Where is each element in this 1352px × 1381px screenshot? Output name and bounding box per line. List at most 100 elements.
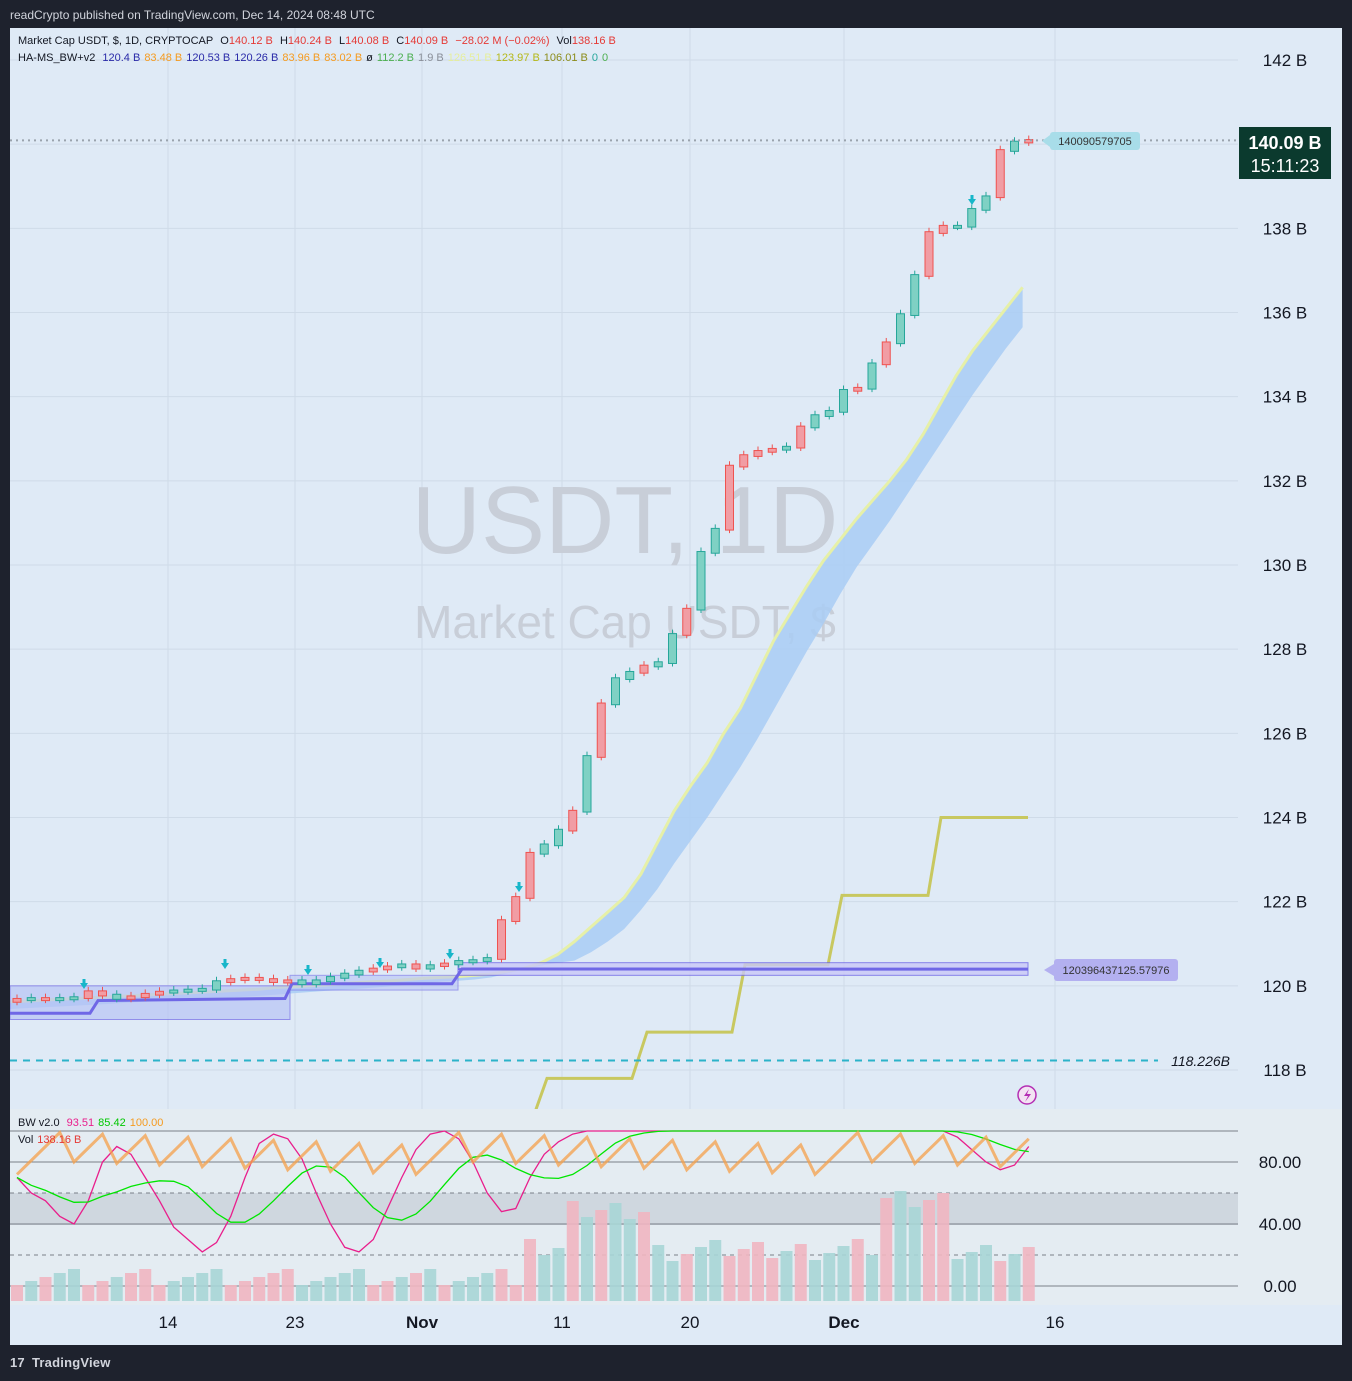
candle-body[interactable] <box>839 389 848 413</box>
candle-body[interactable] <box>682 607 692 636</box>
candle-body[interactable] <box>368 967 378 973</box>
volume-bar <box>652 1245 665 1301</box>
indicator-value-2: 120.53 B <box>186 52 231 64</box>
volume-bar <box>894 1191 907 1301</box>
candle-body[interactable] <box>668 633 677 664</box>
candle-body[interactable] <box>497 919 506 960</box>
candle-body[interactable] <box>112 993 122 1000</box>
candle-body[interactable] <box>511 896 521 922</box>
candle-body[interactable] <box>383 965 392 971</box>
candle-body[interactable] <box>468 959 478 964</box>
candles[interactable] <box>12 135 1034 1006</box>
candle-body[interactable] <box>639 664 649 674</box>
candle-body[interactable] <box>611 677 620 706</box>
candle-body[interactable] <box>710 527 720 554</box>
candle-body[interactable] <box>183 988 193 993</box>
candle-body[interactable] <box>539 843 549 855</box>
volume-bar <box>224 1285 237 1301</box>
volume-bar <box>837 1246 850 1301</box>
volume-bar <box>766 1258 779 1301</box>
volume-bar <box>908 1207 921 1301</box>
indicator-value-4: 83.96 B <box>282 52 321 64</box>
volume-bar <box>809 1260 821 1301</box>
candle-body[interactable] <box>867 362 877 390</box>
time-axis[interactable]: 14 23 Nov 11 20 Dec 16 <box>159 1313 1065 1332</box>
price-chart[interactable]: USDT, 1D Market Cap USDT, $ 140090579705… <box>9 28 1342 1345</box>
candle-body[interactable] <box>995 149 1005 199</box>
price-tag-box <box>1050 132 1140 150</box>
candle-body[interactable] <box>283 979 293 984</box>
candle-body[interactable] <box>212 980 221 991</box>
candle-body[interactable] <box>297 979 307 986</box>
candle-body[interactable] <box>782 445 791 451</box>
candle-body[interactable] <box>725 464 734 531</box>
candle-body[interactable] <box>354 969 364 976</box>
candle-body[interactable] <box>454 960 464 966</box>
volume-bar <box>880 1198 893 1301</box>
candle-body[interactable] <box>967 208 977 228</box>
candle-body[interactable] <box>397 963 407 969</box>
candle-body[interactable] <box>582 755 592 813</box>
tradingview-logo[interactable]: 17 TradingView <box>10 1355 111 1370</box>
candle-body[interactable] <box>810 414 820 429</box>
candle-body[interactable] <box>425 964 435 970</box>
volume-bar <box>68 1269 80 1301</box>
candle-body[interactable] <box>140 992 150 999</box>
candle-body[interactable] <box>55 997 65 1002</box>
candle-body[interactable] <box>1010 140 1019 152</box>
candle-body[interactable] <box>767 447 777 453</box>
candle-body[interactable] <box>411 963 421 970</box>
legend-open: O140.12 B <box>220 35 273 47</box>
bw-axis[interactable]: 80.00 40.00 0.00 <box>1259 1153 1302 1296</box>
candle-body[interactable] <box>696 551 706 611</box>
candle-body[interactable] <box>824 410 834 417</box>
candle-body[interactable] <box>881 341 891 366</box>
candle-body[interactable] <box>568 809 578 832</box>
candle-body[interactable] <box>226 978 236 983</box>
candle-body[interactable] <box>796 425 806 449</box>
time-tick-label: 11 <box>553 1313 571 1332</box>
candle-body[interactable] <box>311 979 321 986</box>
chart-frame[interactable]: USDT, 1D Market Cap USDT, $ 140090579705… <box>9 28 1342 1345</box>
candle-body[interactable] <box>240 976 250 981</box>
candle-body[interactable] <box>981 195 991 211</box>
candle-body[interactable] <box>554 828 563 847</box>
candle-body[interactable] <box>98 990 107 997</box>
candle-body[interactable] <box>26 997 36 1002</box>
candle-body[interactable] <box>753 450 763 457</box>
candle-body[interactable] <box>910 274 920 316</box>
candle-body[interactable] <box>254 976 264 981</box>
candle-body[interactable] <box>126 995 136 1000</box>
candle-body[interactable] <box>169 989 179 994</box>
candle-body[interactable] <box>653 661 663 668</box>
candle-body[interactable] <box>924 231 934 277</box>
candle-body[interactable] <box>596 702 606 758</box>
candle-body[interactable] <box>953 224 962 229</box>
candle-body[interactable] <box>326 976 335 983</box>
candle-body[interactable] <box>853 386 863 392</box>
candle-body[interactable] <box>197 987 207 992</box>
candle-body[interactable] <box>340 972 350 979</box>
flash-icon[interactable] <box>1017 1085 1037 1105</box>
candle-body[interactable] <box>69 996 79 1001</box>
bw-indicator-pane[interactable]: 80.00 40.00 0.00 <box>10 1109 1342 1305</box>
price-tick-label: 126 B <box>1263 724 1307 743</box>
candle-body[interactable] <box>525 851 535 899</box>
candle-body[interactable] <box>938 224 948 234</box>
bw-name: BW v2.0 <box>18 1117 60 1129</box>
candle-body[interactable] <box>739 454 749 468</box>
candle-body[interactable] <box>12 997 22 1003</box>
candle-body[interactable] <box>482 957 492 962</box>
volume-bar <box>666 1261 679 1301</box>
candle-body[interactable] <box>625 670 635 680</box>
candle-body[interactable] <box>155 990 164 996</box>
candle-body[interactable] <box>896 313 905 345</box>
volume-bar <box>110 1277 123 1301</box>
candle-body[interactable] <box>83 990 93 999</box>
candle-body[interactable] <box>440 962 449 967</box>
price-axis[interactable]: 142 B 138 B 136 B 134 B 132 B 130 B 128 B 126 B… <box>1263 51 1307 1080</box>
candle-body[interactable] <box>41 997 50 1002</box>
candle-body[interactable] <box>269 978 278 983</box>
support-line <box>10 967 1029 1015</box>
volume-bar <box>581 1217 593 1301</box>
